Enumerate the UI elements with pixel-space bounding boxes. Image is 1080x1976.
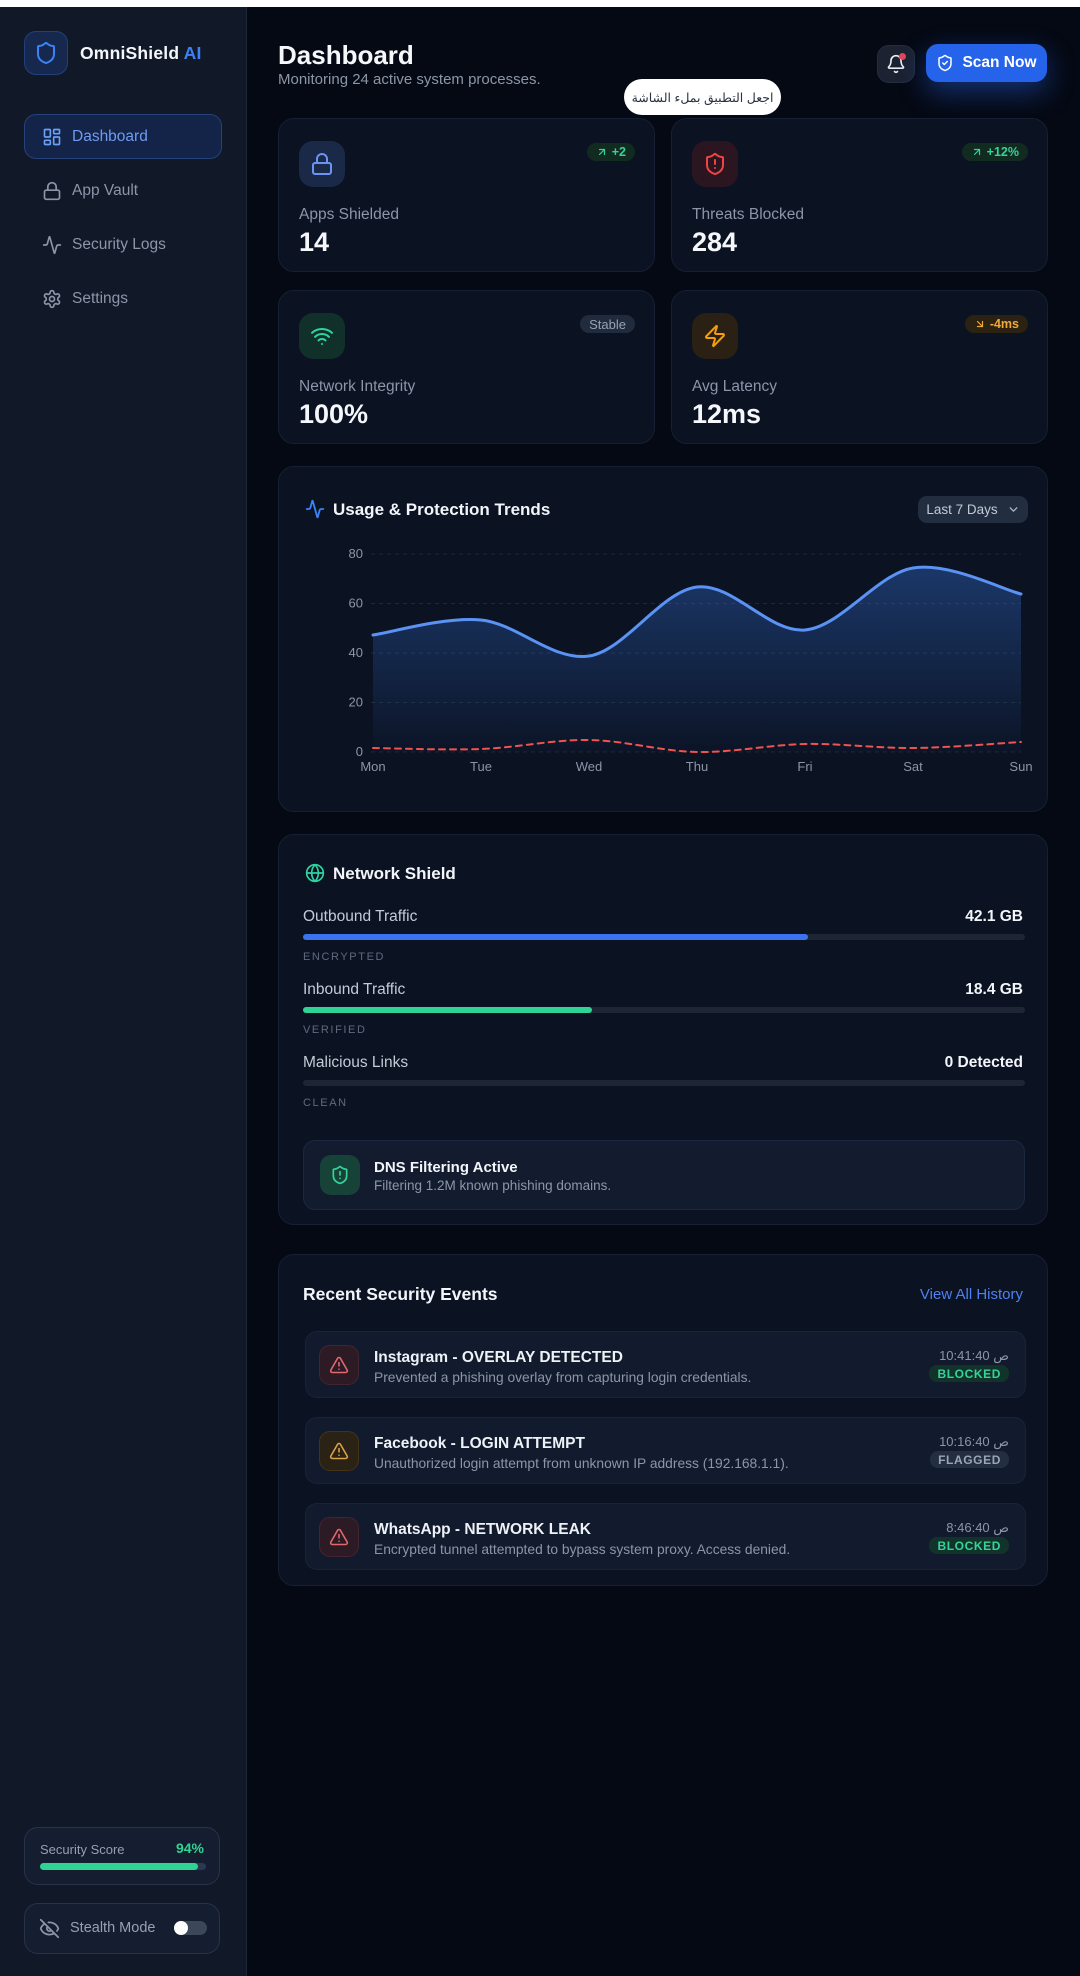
svg-text:80: 80 [349,546,363,561]
svg-text:0: 0 [356,744,363,759]
svg-text:Sat: Sat [903,759,923,774]
svg-text:Sun: Sun [1009,759,1032,774]
svg-text:Fri: Fri [797,759,812,774]
svg-text:Mon: Mon [360,759,385,774]
svg-text:20: 20 [349,695,363,710]
svg-text:Wed: Wed [576,759,603,774]
svg-text:Tue: Tue [470,759,492,774]
svg-text:60: 60 [349,596,363,611]
svg-text:40: 40 [349,645,363,660]
svg-text:Thu: Thu [686,759,708,774]
